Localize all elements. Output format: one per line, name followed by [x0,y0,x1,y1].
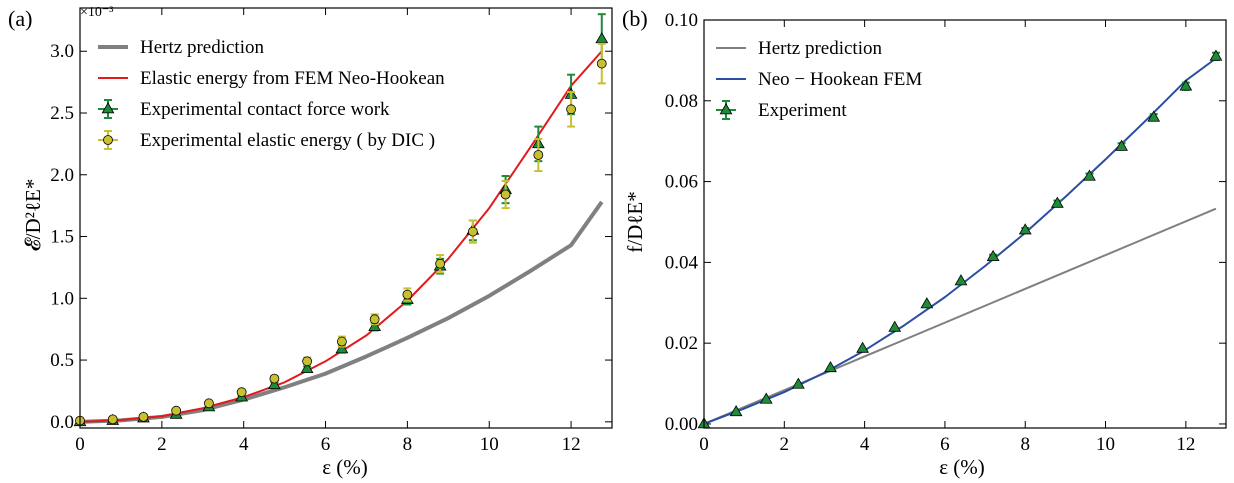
data-point-triangle [888,320,902,332]
y-tick-label: 0.10 [665,10,698,31]
panel-b-frame [703,19,1227,429]
data-point-circle [533,150,544,160]
x-tick-label: 10 [1096,434,1115,455]
panel-a-ticks: 0 2 4 6 8 10 12 0.0 0.5 1.0 1.5 2.0 2.5 3.0 [50,8,612,455]
panel-a: (a) ×10⁻³ 𝓔/D²ℓE* ε (%) 0 2 4 6 8 10 12 0.0 0.5 1… [8,5,613,479]
x-tick-label: 0 [75,434,85,455]
x-tick-label: 12 [562,434,581,455]
legend-label: Hertz prediction [140,37,264,58]
panel-a-xlabel: ε (%) [322,455,368,479]
legend-label: Experimental elastic energy ( by DIC ) [140,130,435,151]
panel-b-ylabel: f/DℓE* [623,191,647,252]
legend-label: Elastic energy from FEM Neo-Hookean [140,68,445,89]
data-point-circle [204,398,214,409]
data-point-triangle [920,297,934,309]
panel-a-frame [79,7,613,429]
data-point-circle [171,405,182,416]
x-tick-label: 2 [780,434,790,455]
panel-a-label: (a) [8,6,32,31]
y-tick-label: 0.0 [50,412,74,433]
legend-swatch-triangle [719,103,733,115]
y-tick-label: 0.5 [50,350,74,371]
y-tick-label: 0.02 [665,333,698,354]
x-tick-label: 4 [860,434,870,455]
x-tick-label: 12 [1176,434,1195,455]
y-tick-label: 2.0 [50,165,74,186]
data-point-triangle [1179,79,1193,91]
panel-b-plot-area [697,49,1223,429]
data-point-triangle [300,361,314,374]
y-tick-label: 0.00 [665,414,698,435]
panel-a-plot-area [73,13,609,427]
data-point-triangle [1147,110,1161,122]
legend-label: Neo − Hookean FEM [758,69,922,90]
data-point-triangle [986,249,1000,262]
data-point-triangle [954,274,968,286]
data-point-circle [107,414,118,425]
legend-swatch-circle [103,135,113,145]
data-point-triangle [368,319,382,332]
panel-b-xlabel: ε (%) [939,455,985,479]
series-line-0 [703,207,1217,425]
y-tick-label: 2.5 [50,103,74,124]
data-point-circle [236,387,247,398]
x-tick-label: 4 [239,434,249,455]
data-point-circle [138,411,149,422]
panel-b-ticks: 0 2 4 6 8 10 12 0.00 0.02 0.04 0.06 0.08 0.10 [665,10,1226,455]
data-point-circle [369,314,380,325]
data-point-triangle [267,377,281,390]
data-point-triangle [1115,139,1128,151]
x-tick-label: 8 [403,434,413,455]
legend-label: Experimental contact force work [140,99,390,120]
data-point-triangle [729,405,743,417]
data-point-triangle [335,342,349,354]
x-tick-label: 6 [321,434,331,455]
series-line-1 [79,50,603,423]
series-line-0 [79,200,604,424]
data-point-circle [500,189,511,200]
legend-swatch-triangle [101,102,115,114]
data-point-circle [566,104,576,115]
panel-a-ylabel: 𝓔/D²ℓE* [21,179,45,252]
x-tick-label: 6 [940,434,950,455]
data-point-triangle [595,32,609,44]
y-tick-label: 0.04 [665,252,699,273]
data-point-circle [337,336,347,347]
panel-b: (b) f/DℓE* ε (%) 0 2 4 6 8 10 12 0.00 0.02 0.04 0.… [622,6,1227,479]
data-point-circle [269,373,280,384]
data-point-circle [402,289,413,300]
panel-a-exponent: ×10⁻³ [80,5,113,20]
panel-b-label: (b) [622,6,648,31]
x-tick-label: 10 [480,434,499,455]
legend-label: Hertz prediction [758,38,882,59]
y-tick-label: 0.06 [665,172,698,193]
data-point-triangle [791,377,805,389]
panel-a-legend: Hertz prediction Elastic energy from FEM … [98,37,445,151]
x-tick-label: 8 [1020,434,1030,455]
data-point-triangle [856,341,869,353]
data-point-triangle [1018,223,1032,235]
y-tick-label: 0.08 [665,91,698,112]
legend-label: Experiment [758,100,847,121]
data-point-circle [596,58,607,69]
data-point-triangle [1083,169,1096,181]
y-tick-label: 3.0 [50,41,74,62]
data-point-circle [467,226,478,237]
data-point-triangle [759,392,773,404]
data-point-triangle [1209,49,1223,61]
data-point-triangle [1050,196,1064,208]
x-tick-label: 0 [699,434,709,455]
y-tick-label: 1.5 [50,227,74,248]
panel-b-legend: Hertz prediction Neo − Hookean FEM Experim… [716,38,922,121]
y-tick-label: 1.0 [50,288,74,309]
data-point-circle [435,258,446,269]
data-point-triangle [824,361,837,373]
x-tick-label: 2 [157,434,167,455]
data-point-circle [302,356,313,367]
